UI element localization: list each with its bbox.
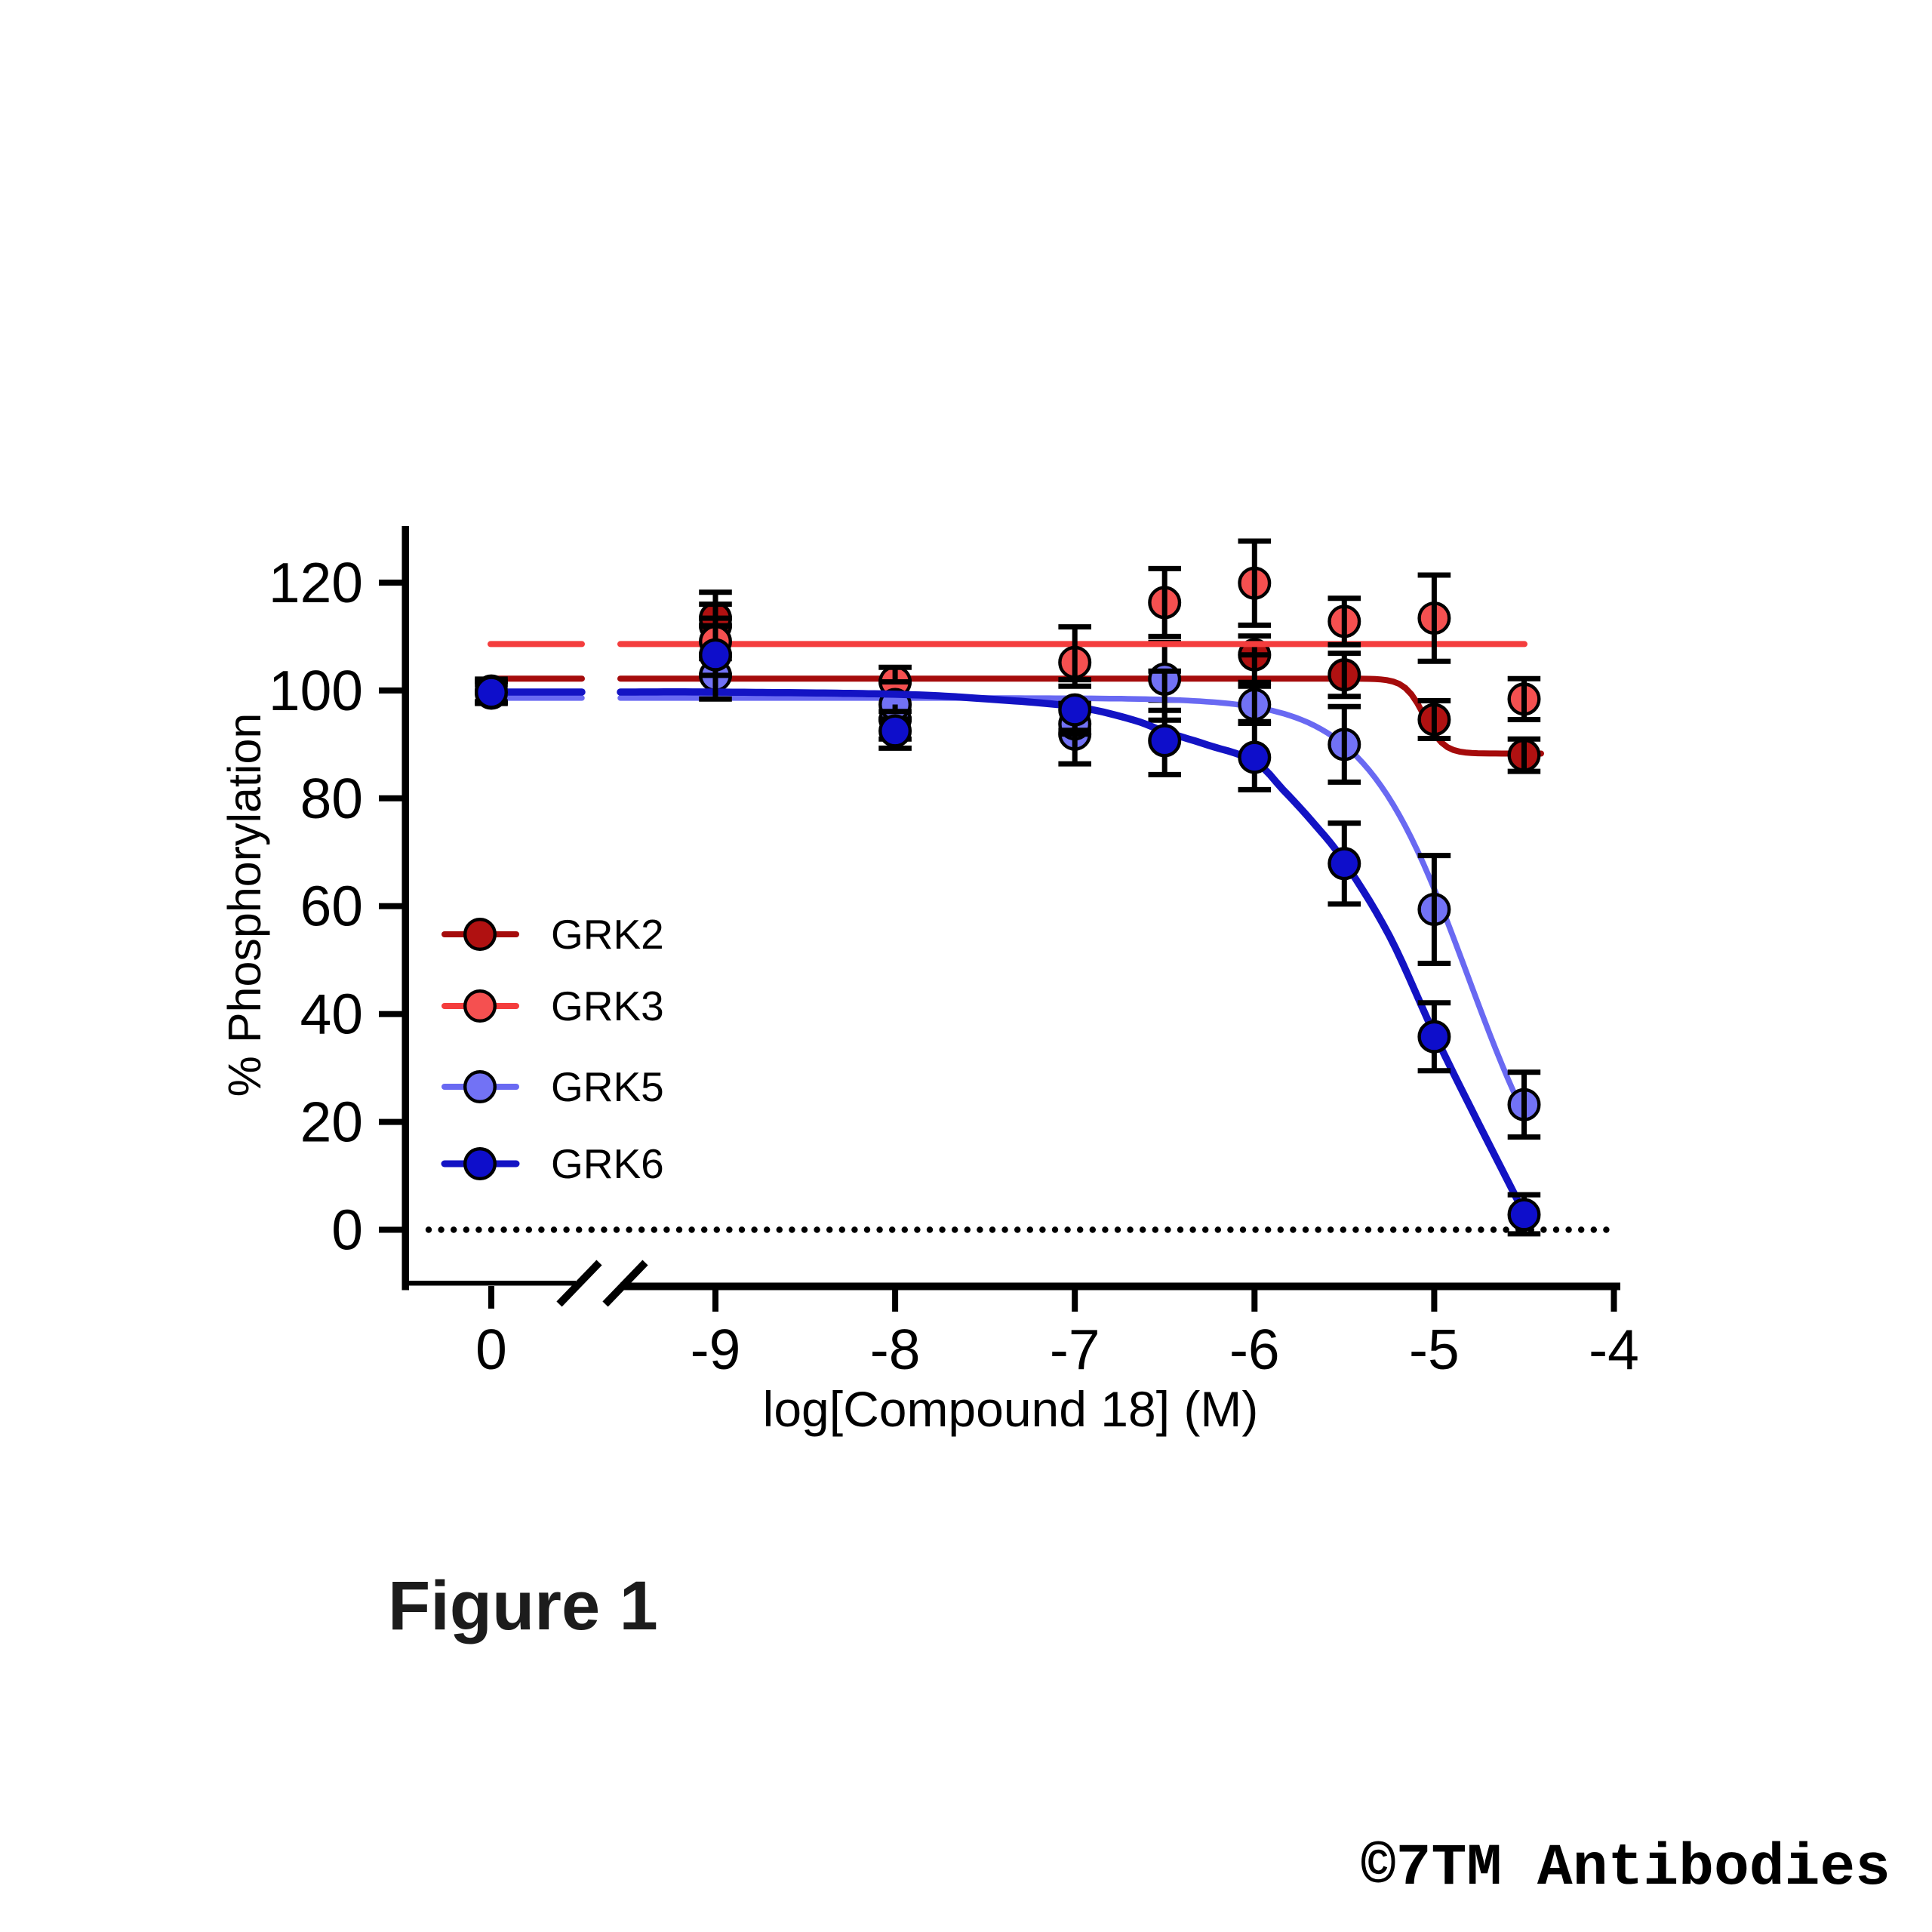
svg-text:-9: -9 [691,1318,741,1381]
svg-text:-5: -5 [1409,1318,1460,1381]
svg-text:-6: -6 [1229,1318,1280,1381]
svg-text:100: 100 [269,659,363,722]
svg-text:-8: -8 [870,1318,921,1381]
svg-text:0: 0 [331,1198,363,1262]
svg-text:GRK6: GRK6 [551,1140,664,1187]
svg-text:80: 80 [300,767,363,830]
svg-text:0: 0 [475,1318,507,1381]
svg-text:log[Compound 18] (M): log[Compound 18] (M) [763,1381,1259,1437]
svg-text:60: 60 [300,875,363,938]
svg-text:20: 20 [300,1091,363,1154]
svg-text:GRK2: GRK2 [551,911,664,958]
svg-text:% Phosphorylation: % Phosphorylation [219,713,270,1097]
svg-text:-7: -7 [1050,1318,1100,1381]
svg-text:GRK5: GRK5 [551,1063,664,1110]
svg-text:40: 40 [300,983,363,1046]
svg-text:-4: -4 [1589,1318,1639,1381]
svg-text:120: 120 [269,551,363,614]
svg-text:Figure 1: Figure 1 [388,1567,658,1644]
svg-text:GRK3: GRK3 [551,983,664,1029]
svg-text:©7TM Antibodies: ©7TM Antibodies [1361,1835,1890,1902]
